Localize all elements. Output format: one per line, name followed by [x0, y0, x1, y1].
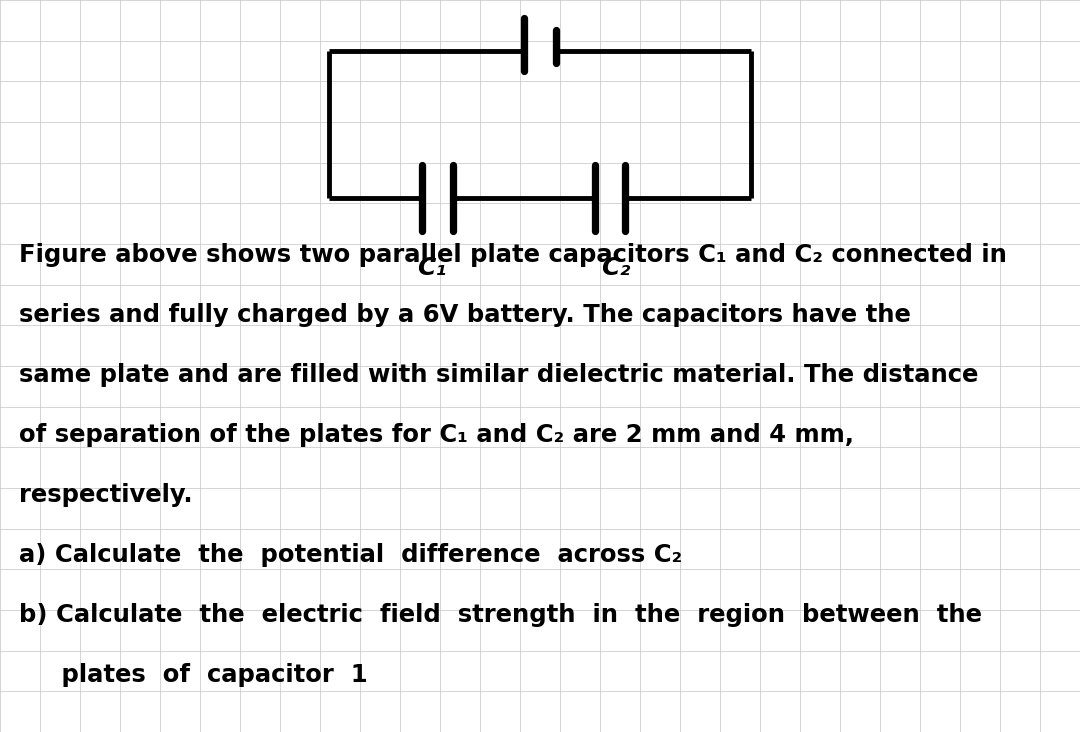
Text: same plate and are filled with similar dielectric material. The distance: same plate and are filled with similar d… — [19, 363, 978, 387]
Text: a) Calculate  the  potential  difference  across C₂: a) Calculate the potential difference ac… — [19, 543, 683, 567]
Text: of separation of the plates for C₁ and C₂ are 2 mm and 4 mm,: of separation of the plates for C₁ and C… — [19, 423, 854, 447]
Text: C₁: C₁ — [417, 256, 447, 280]
Text: Figure above shows two parallel plate capacitors C₁ and C₂ connected in: Figure above shows two parallel plate ca… — [19, 243, 1008, 267]
Text: respectively.: respectively. — [19, 483, 193, 507]
Text: series and fully charged by a 6V battery. The capacitors have the: series and fully charged by a 6V battery… — [19, 303, 912, 327]
Text: plates  of  capacitor  1: plates of capacitor 1 — [19, 663, 368, 687]
Text: C₂: C₂ — [600, 256, 631, 280]
Text: b) Calculate  the  electric  field  strength  in  the  region  between  the: b) Calculate the electric field strength… — [19, 603, 983, 627]
